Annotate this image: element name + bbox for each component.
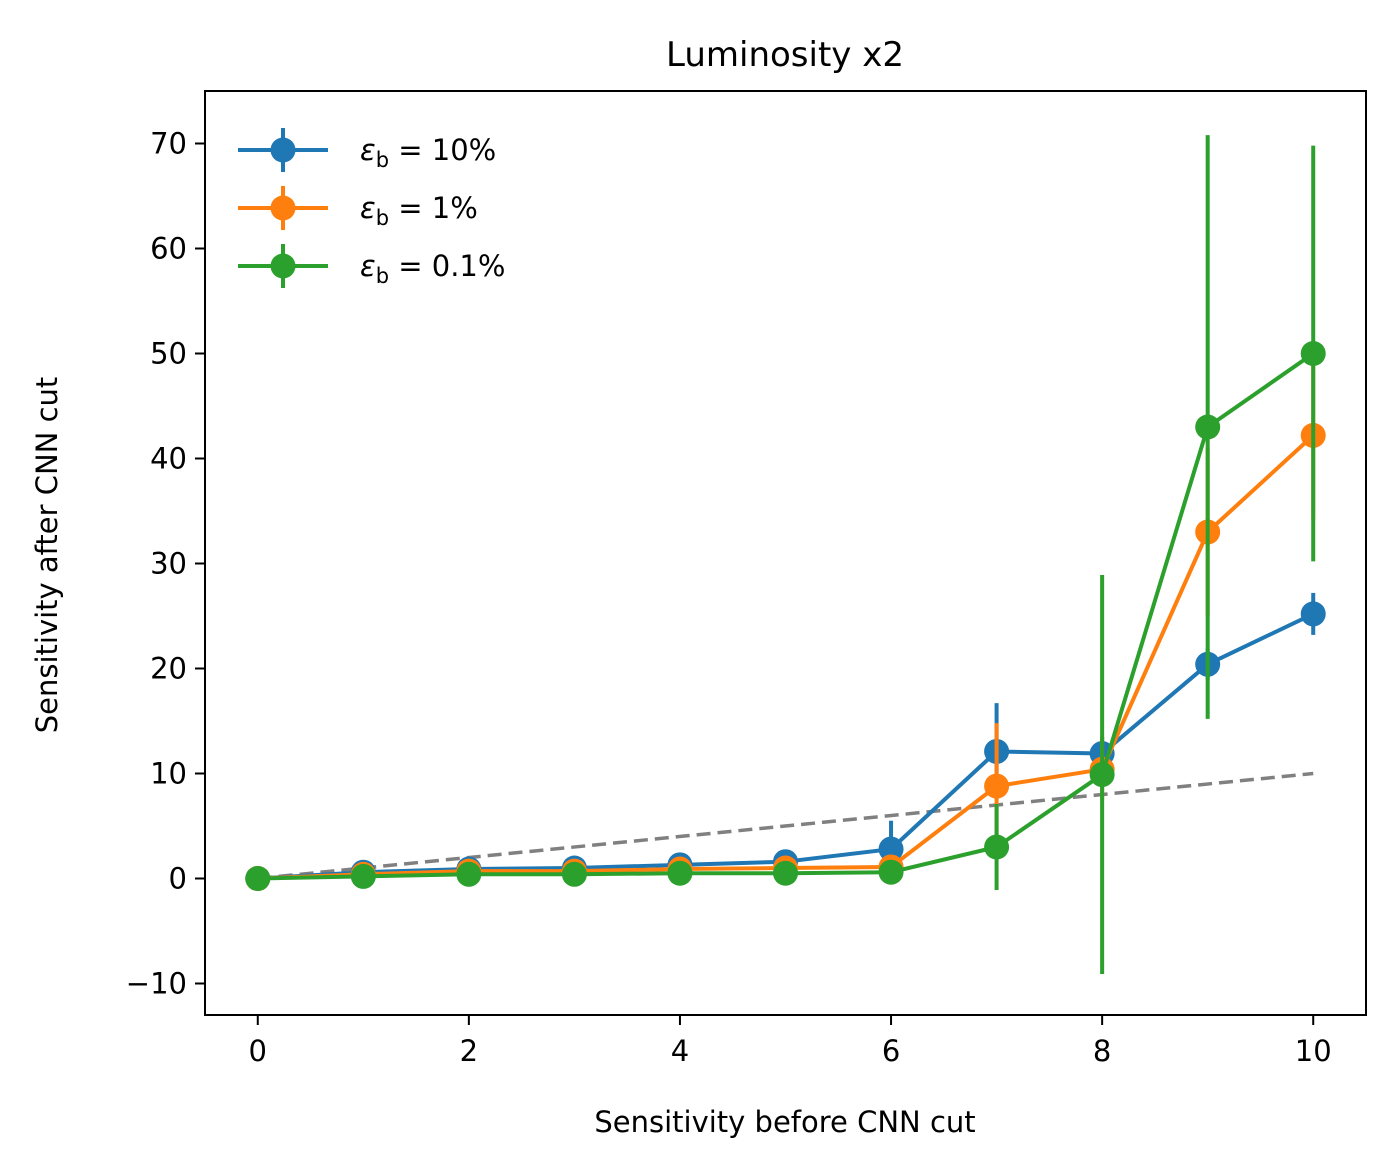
y-tick-label: 10: [150, 757, 187, 791]
series-3: [245, 135, 1326, 975]
data-point: [984, 834, 1010, 860]
chart-title: Luminosity x2: [666, 35, 904, 75]
legend: εb = 10% εb = 1% εb = 0.1%: [238, 128, 505, 288]
x-tick-label: 0: [249, 1034, 267, 1068]
y-tick-label: −10: [126, 967, 187, 1001]
x-tick-label: 4: [671, 1034, 689, 1068]
legend-marker: [270, 137, 296, 163]
x-tick-label: 10: [1295, 1034, 1332, 1068]
data-point: [456, 861, 482, 887]
legend-label: εb = 0.1%: [360, 249, 505, 288]
data-point: [667, 860, 693, 886]
legend-label: εb = 10%: [360, 133, 496, 172]
data-point: [773, 860, 798, 886]
legend-entry-2: εb = 1%: [238, 186, 478, 230]
y-tick-label: 60: [150, 232, 187, 266]
y-tick-label: 70: [150, 127, 187, 161]
data-point: [1300, 601, 1326, 627]
plot-area: 0 2 4 6 8 10 −10 0 10 20 30 40 50 60 70: [126, 90, 1367, 1068]
legend-entry-3: εb = 0.1%: [238, 244, 505, 288]
y-tick-label: 20: [150, 652, 187, 686]
data-point: [878, 836, 904, 862]
y-tick-label: 30: [150, 547, 187, 581]
data-point: [245, 866, 271, 891]
legend-marker: [270, 195, 296, 221]
y-tick-label: 0: [169, 862, 187, 896]
legend-label: εb = 1%: [360, 191, 478, 230]
x-tick-label: 8: [1093, 1034, 1111, 1068]
reference-line: [257, 771, 1314, 881]
data-point: [878, 859, 904, 885]
y-tick-label: 40: [150, 442, 187, 476]
data-point: [350, 863, 376, 889]
data-point: [1300, 341, 1326, 366]
x-tick-label: 2: [460, 1034, 478, 1068]
data-point: [1089, 762, 1115, 788]
y-tick-label: 50: [150, 337, 187, 371]
legend-entry-1: εb = 10%: [238, 128, 496, 172]
data-point: [984, 773, 1010, 799]
axes-frame: [204, 90, 1367, 1016]
y-axis-label: Sensitivity after CNN cut: [30, 377, 64, 734]
legend-marker: [270, 253, 296, 279]
data-point: [561, 861, 587, 887]
x-tick-label: 6: [882, 1034, 900, 1068]
x-axis-label: Sensitivity before CNN cut: [594, 1105, 975, 1139]
data-point: [1195, 414, 1221, 440]
